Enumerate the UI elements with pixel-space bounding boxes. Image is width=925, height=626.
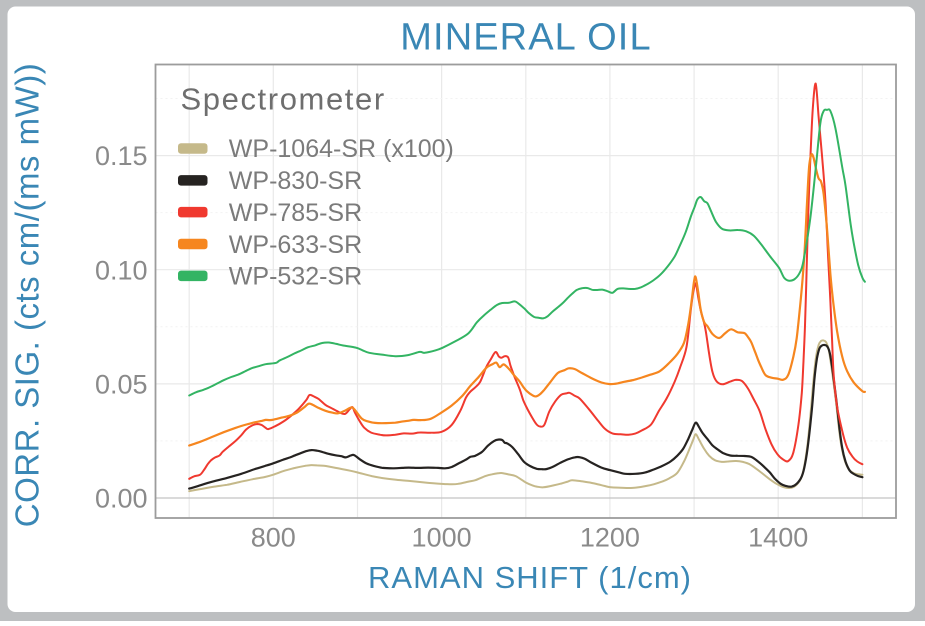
svg-text:WP-532-SR: WP-532-SR	[229, 263, 362, 291]
svg-text:1000: 1000	[412, 523, 472, 553]
svg-text:RAMAN SHIFT (1/cm): RAMAN SHIFT (1/cm)	[368, 560, 692, 595]
svg-text:WP-830-SR: WP-830-SR	[229, 167, 362, 195]
svg-text:WP-785-SR: WP-785-SR	[229, 199, 362, 227]
svg-text:800: 800	[251, 523, 296, 553]
svg-text:MINERAL OIL: MINERAL OIL	[400, 17, 651, 59]
svg-text:0.05: 0.05	[95, 370, 148, 400]
svg-text:0.10: 0.10	[95, 255, 148, 285]
svg-text:Spectrometer: Spectrometer	[181, 82, 386, 117]
svg-text:1200: 1200	[580, 523, 640, 553]
svg-text:WP-1064-SR (x100): WP-1064-SR (x100)	[229, 135, 454, 163]
svg-text:0.15: 0.15	[95, 141, 148, 171]
svg-text:CORR. SIG. (cts cm/(ms mW)): CORR. SIG. (cts cm/(ms mW))	[9, 63, 46, 527]
svg-text:0.00: 0.00	[95, 484, 148, 514]
svg-text:WP-633-SR: WP-633-SR	[229, 231, 362, 259]
svg-text:1400: 1400	[748, 523, 808, 553]
